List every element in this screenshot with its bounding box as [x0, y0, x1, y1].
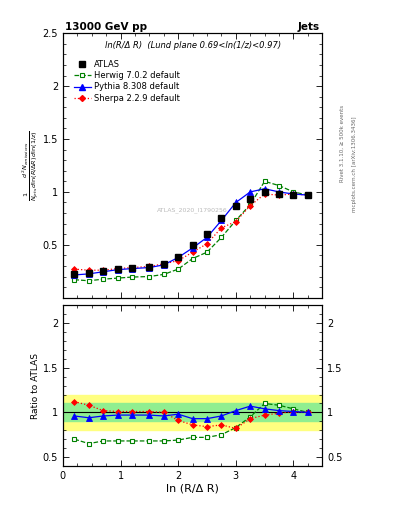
X-axis label: ln (R/Δ R): ln (R/Δ R): [166, 483, 219, 494]
Y-axis label: Ratio to ATLAS: Ratio to ATLAS: [31, 353, 40, 419]
Text: ATLAS_2020_I1790256: ATLAS_2020_I1790256: [157, 207, 228, 214]
Text: ln(R/Δ R)  (Lund plane 0.69<ln(1/z)<0.97): ln(R/Δ R) (Lund plane 0.69<ln(1/z)<0.97): [105, 41, 281, 50]
Text: 13000 GeV pp: 13000 GeV pp: [66, 22, 148, 32]
Legend: ATLAS, Herwig 7.0.2 default, Pythia 8.308 default, Sherpa 2.2.9 default: ATLAS, Herwig 7.0.2 default, Pythia 8.30…: [72, 58, 182, 104]
Text: Jets: Jets: [298, 22, 320, 32]
Y-axis label: $\frac{1}{N_{jets}}\frac{d^2 N_{emissions}}{d\ln(R/\Delta R)\,d\ln(1/z)}$: $\frac{1}{N_{jets}}\frac{d^2 N_{emission…: [20, 130, 41, 201]
Text: mcplots.cern.ch [arXiv:1306.3436]: mcplots.cern.ch [arXiv:1306.3436]: [352, 116, 357, 211]
Text: Rivet 3.1.10, ≥ 500k events: Rivet 3.1.10, ≥ 500k events: [340, 105, 345, 182]
